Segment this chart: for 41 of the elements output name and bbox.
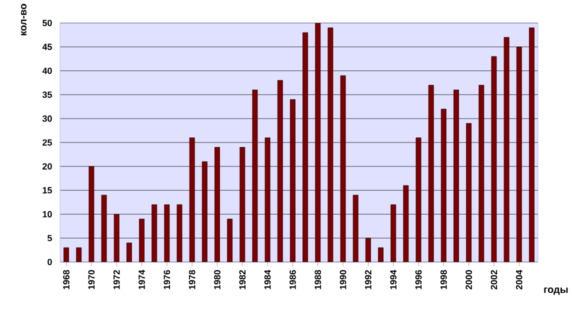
bar xyxy=(277,80,283,262)
y-tick-label: 35 xyxy=(42,92,52,98)
y-tick-label: 40 xyxy=(42,68,52,74)
bar xyxy=(478,84,484,262)
bar xyxy=(302,32,308,262)
x-axis-title: годы xyxy=(544,288,568,295)
bar xyxy=(454,90,459,262)
bar xyxy=(516,46,522,262)
x-tick-label: 1984 xyxy=(264,270,271,290)
x-tick-label: 1990 xyxy=(340,270,346,290)
y-tick-label: 30 xyxy=(42,115,52,122)
x-tick-label: 1978 xyxy=(188,270,196,290)
x-tick-label: 1992 xyxy=(365,270,372,290)
y-tick-label: 15 xyxy=(42,187,52,194)
x-tick-label: 1982 xyxy=(239,270,246,290)
bar xyxy=(466,123,472,262)
x-tick-label: 2002 xyxy=(490,270,498,290)
x-tick-label: 1974 xyxy=(138,270,145,290)
y-tick-label: 45 xyxy=(42,44,52,50)
bar xyxy=(428,84,434,262)
y-tick-label: 10 xyxy=(42,211,52,218)
x-tick-label: 2000 xyxy=(466,270,472,290)
y-tick-label: 0 xyxy=(48,258,52,266)
x-tick-label: 1970 xyxy=(88,270,95,290)
bar xyxy=(529,28,534,262)
x-tick-label: 1980 xyxy=(214,270,220,290)
x-tick-label: 1968 xyxy=(63,270,70,290)
bar xyxy=(315,23,321,262)
y-axis-title: кол-во xyxy=(21,4,26,36)
y-tick-label: 50 xyxy=(42,20,52,26)
y-tick-label: 20 xyxy=(42,163,52,170)
x-tick-label: 1986 xyxy=(290,270,296,290)
x-tick-label: 1994 xyxy=(390,270,397,290)
x-tick-label: 1972 xyxy=(113,270,120,290)
x-tick-label: 2004 xyxy=(516,270,522,290)
x-tick-label: 1976 xyxy=(164,270,170,290)
y-tick-label: 5 xyxy=(48,234,52,242)
x-tick-label: 1996 xyxy=(415,270,422,290)
x-tick-label: 1988 xyxy=(314,270,322,290)
x-tick-label: 1998 xyxy=(440,270,447,290)
y-tick-label: 25 xyxy=(42,139,52,146)
